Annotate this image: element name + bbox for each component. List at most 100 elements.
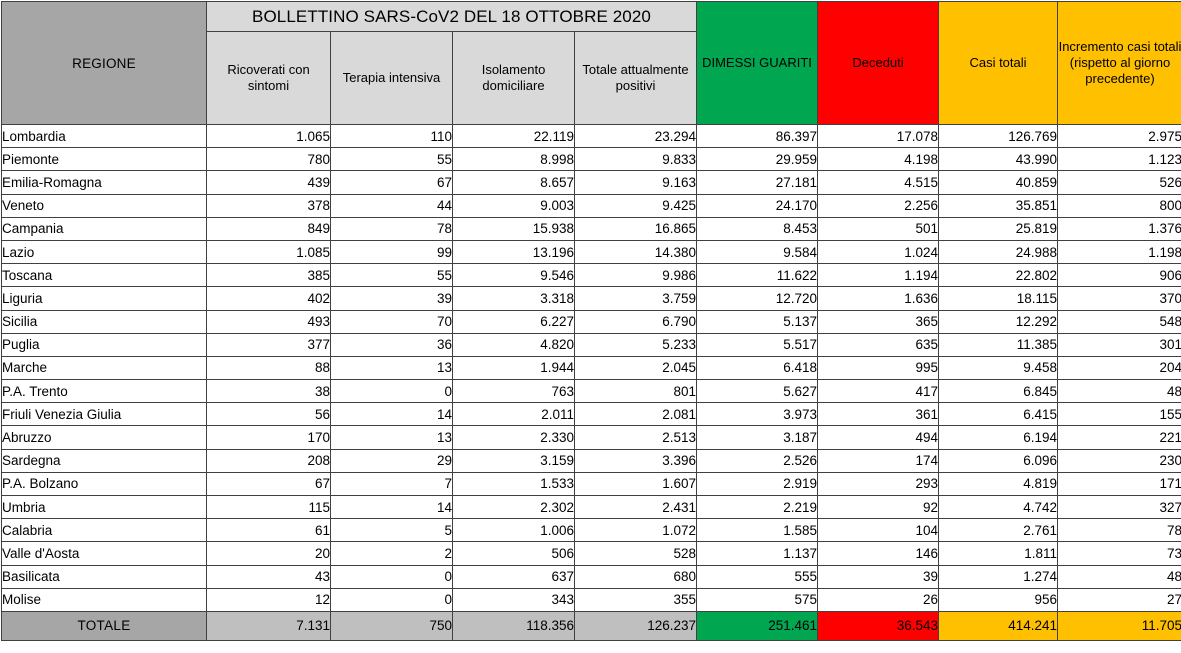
cell-deceduti: 104 — [818, 519, 939, 542]
cell-guariti: 8.453 — [697, 217, 818, 240]
cell-guariti: 555 — [697, 565, 818, 588]
cell-terapia: 14 — [331, 403, 453, 426]
cell-incremento: 1.198 — [1058, 240, 1181, 263]
region-name-cell: Sardegna — [2, 449, 207, 472]
total-deceduti: 36.543 — [818, 611, 939, 640]
region-name-cell: Piemonte — [2, 148, 207, 171]
cell-isolamento: 22.119 — [453, 125, 575, 148]
cell-terapia: 2 — [331, 542, 453, 565]
header-deceduti: Deceduti — [818, 2, 939, 125]
cell-incremento: 548 — [1058, 310, 1181, 333]
cell-casi-totali: 9.458 — [939, 356, 1058, 379]
cell-casi-totali: 22.802 — [939, 264, 1058, 287]
cell-totale-positivi: 1.607 — [575, 472, 697, 495]
cell-isolamento: 8.998 — [453, 148, 575, 171]
cell-isolamento: 9.546 — [453, 264, 575, 287]
cell-isolamento: 3.159 — [453, 449, 575, 472]
cell-isolamento: 15.938 — [453, 217, 575, 240]
cell-deceduti: 4.515 — [818, 171, 939, 194]
cell-totale-positivi: 9.163 — [575, 171, 697, 194]
cell-terapia: 13 — [331, 356, 453, 379]
cell-guariti: 24.170 — [697, 194, 818, 217]
cell-guariti: 5.137 — [697, 310, 818, 333]
cell-guariti: 5.627 — [697, 380, 818, 403]
cell-totale-positivi: 1.072 — [575, 519, 697, 542]
cell-totale-positivi: 2.513 — [575, 426, 697, 449]
region-name-cell: Molise — [2, 588, 207, 611]
cell-guariti: 6.418 — [697, 356, 818, 379]
cell-incremento: 73 — [1058, 542, 1181, 565]
cell-ricoverati: 378 — [207, 194, 331, 217]
cell-terapia: 14 — [331, 496, 453, 519]
cell-guariti: 3.973 — [697, 403, 818, 426]
cell-terapia: 0 — [331, 565, 453, 588]
cell-casi-totali: 11.385 — [939, 333, 1058, 356]
cell-incremento: 800 — [1058, 194, 1181, 217]
total-totale-positivi: 126.237 — [575, 611, 697, 640]
cell-totale-positivi: 14.380 — [575, 240, 697, 263]
cell-casi-totali: 43.990 — [939, 148, 1058, 171]
cell-guariti: 2.219 — [697, 496, 818, 519]
cell-isolamento: 1.944 — [453, 356, 575, 379]
total-row: TOTALE 7.131 750 118.356 126.237 251.461… — [2, 611, 1181, 640]
cell-incremento: 1.376 — [1058, 217, 1181, 240]
cell-isolamento: 637 — [453, 565, 575, 588]
cell-totale-positivi: 680 — [575, 565, 697, 588]
total-casi-totali: 414.241 — [939, 611, 1058, 640]
cell-casi-totali: 6.194 — [939, 426, 1058, 449]
cell-totale-positivi: 6.790 — [575, 310, 697, 333]
cell-deceduti: 174 — [818, 449, 939, 472]
cell-deceduti: 26 — [818, 588, 939, 611]
cell-casi-totali: 12.292 — [939, 310, 1058, 333]
cell-casi-totali: 35.851 — [939, 194, 1058, 217]
cell-casi-totali: 1.811 — [939, 542, 1058, 565]
cell-isolamento: 8.657 — [453, 171, 575, 194]
cell-deceduti: 146 — [818, 542, 939, 565]
cell-guariti: 3.187 — [697, 426, 818, 449]
cell-incremento: 171 — [1058, 472, 1181, 495]
cell-deceduti: 361 — [818, 403, 939, 426]
cell-ricoverati: 43 — [207, 565, 331, 588]
cell-terapia: 55 — [331, 148, 453, 171]
cell-incremento: 370 — [1058, 287, 1181, 310]
cell-ricoverati: 385 — [207, 264, 331, 287]
cell-totale-positivi: 801 — [575, 380, 697, 403]
cell-casi-totali: 40.859 — [939, 171, 1058, 194]
header-ricoverati-con-sintomi: Ricoverati con sintomi — [207, 32, 331, 125]
cell-guariti: 575 — [697, 588, 818, 611]
cell-totale-positivi: 16.865 — [575, 217, 697, 240]
cell-guariti: 27.181 — [697, 171, 818, 194]
cell-totale-positivi: 9.833 — [575, 148, 697, 171]
cell-totale-positivi: 9.986 — [575, 264, 697, 287]
cell-casi-totali: 6.415 — [939, 403, 1058, 426]
cell-ricoverati: 377 — [207, 333, 331, 356]
region-name-cell: Marche — [2, 356, 207, 379]
cell-totale-positivi: 2.431 — [575, 496, 697, 519]
cell-terapia: 110 — [331, 125, 453, 148]
cell-ricoverati: 56 — [207, 403, 331, 426]
cell-isolamento: 1.533 — [453, 472, 575, 495]
cell-deceduti: 92 — [818, 496, 939, 519]
cell-incremento: 1.123 — [1058, 148, 1181, 171]
cell-isolamento: 4.820 — [453, 333, 575, 356]
cell-totale-positivi: 23.294 — [575, 125, 697, 148]
cell-guariti: 11.622 — [697, 264, 818, 287]
cell-guariti: 1.585 — [697, 519, 818, 542]
cell-incremento: 155 — [1058, 403, 1181, 426]
cell-ricoverati: 208 — [207, 449, 331, 472]
cell-casi-totali: 4.742 — [939, 496, 1058, 519]
cell-isolamento: 1.006 — [453, 519, 575, 542]
cell-totale-positivi: 355 — [575, 588, 697, 611]
cell-totale-positivi: 3.759 — [575, 287, 697, 310]
region-name-cell: Calabria — [2, 519, 207, 542]
